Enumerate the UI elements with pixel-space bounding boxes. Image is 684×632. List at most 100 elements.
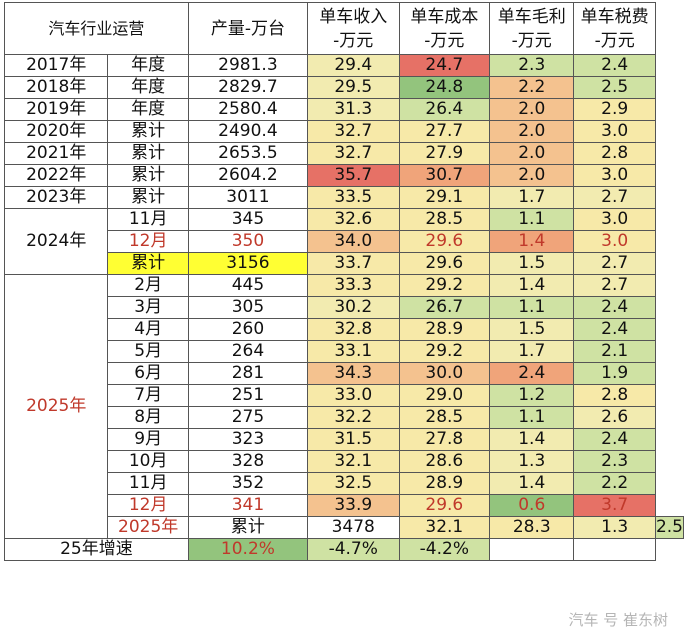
tax-cell: 2.4	[573, 54, 656, 77]
tax-cell: 3.0	[573, 208, 656, 231]
profit-cell: 2.3	[489, 54, 575, 77]
tax-cell: 2.7	[573, 252, 656, 275]
rev-cell: 30.2	[306, 296, 400, 319]
production-cell: 352	[187, 472, 308, 495]
profit-cell: 2.0	[489, 98, 575, 121]
table-row: 2019年 年度 2580.4 31.3 26.4 2.0 2.9	[3, 98, 684, 121]
profit-cell: 1.1	[489, 406, 575, 429]
tax-cell: 3.0	[573, 164, 656, 187]
period-cell: 11月	[107, 208, 189, 231]
rev-cell: 32.5	[306, 472, 400, 495]
production-cell: 328	[187, 450, 308, 473]
period-cell: 12月	[107, 230, 189, 253]
table-header-row: 汽车行业运营 产量-万台 单车收入 -万元 单车成本 -万元 单车毛利 -万元 单车税…	[4, 2, 684, 55]
table-row: 2023年 累计 3011 33.5 29.1 1.7 2.7	[3, 186, 684, 209]
profit-cell: 1.7	[489, 186, 575, 209]
period-cell: 6月	[107, 362, 189, 385]
rev-cell: 34.0	[306, 230, 400, 253]
period-cell: 年度	[107, 54, 189, 77]
tax-cell: 1.9	[573, 362, 656, 385]
rev-cell: 33.5	[306, 186, 400, 209]
rev-cell: 32.1	[398, 516, 491, 539]
tax-cell: 2.1	[573, 340, 656, 363]
profit-cell: 1.5	[489, 252, 575, 275]
period-cell: 累计	[107, 252, 189, 275]
growth-label: 25年增速	[4, 538, 189, 561]
growth-cost: -4.2%	[398, 538, 491, 561]
header-profit: 单车毛利 -万元	[489, 2, 575, 55]
period-cell: 5月	[107, 340, 189, 363]
production-cell: 2580.4	[187, 98, 308, 121]
cost-cell: 28.3	[489, 516, 575, 539]
cost-cell: 28.6	[398, 450, 491, 473]
year-cell: 2018年	[3, 76, 109, 99]
year-cell: 2017年	[3, 54, 109, 77]
rev-cell: 33.1	[306, 340, 400, 363]
period-cell: 累计	[107, 164, 189, 187]
table-row: 8月 275 32.2 28.5 1.1 2.6	[5, 406, 684, 429]
header-cost: 单车成本 -万元	[398, 2, 491, 55]
rev-cell: 32.1	[306, 450, 400, 473]
table-row: 10月 328 32.1 28.6 1.3 2.3	[5, 450, 684, 473]
production-cell: 323	[187, 428, 308, 451]
cost-cell: 28.5	[398, 208, 491, 231]
cost-cell: 29.6	[398, 494, 491, 517]
year-cell: 2022年	[3, 164, 109, 187]
profit-cell: 0.6	[489, 494, 575, 517]
production-cell: 260	[187, 318, 308, 341]
profit-cell: 2.0	[489, 120, 575, 143]
profit-cell: 1.4	[489, 274, 575, 297]
period-cell: 累计	[107, 142, 189, 165]
year-cell: 2019年	[3, 98, 109, 121]
cost-cell: 27.8	[398, 428, 491, 451]
production-cell: 350	[187, 230, 308, 253]
profit-cell: 1.5	[489, 318, 575, 341]
rev-cell: 32.7	[306, 142, 400, 165]
table-row: 2017年 年度 2981.3 29.4 24.7 2.3 2.4	[3, 54, 684, 77]
growth-row: 25年增速 10.2% -4.7% -4.2%	[4, 538, 684, 561]
year-cell: 2023年	[3, 186, 109, 209]
period-cell: 3月	[107, 296, 189, 319]
rev-cell: 33.9	[306, 494, 400, 517]
profit-cell: 1.4	[489, 428, 575, 451]
rev-cell: 32.2	[306, 406, 400, 429]
production-cell: 275	[187, 406, 308, 429]
profit-cell: 2.0	[489, 164, 575, 187]
rev-cell: 29.4	[306, 54, 400, 77]
rev-cell: 33.3	[306, 274, 400, 297]
table-row: 2020年 累计 2490.4 32.7 27.7 2.0 3.0	[3, 120, 684, 143]
rev-cell: 31.5	[306, 428, 400, 451]
period-cell: 10月	[107, 450, 189, 473]
tax-cell: 3.7	[573, 494, 656, 517]
table-row: 11月 352 32.5 28.9 1.4 2.2	[5, 472, 684, 495]
production-cell: 264	[187, 340, 308, 363]
tax-cell: 2.5	[654, 516, 684, 539]
production-cell: 2981.3	[187, 54, 308, 77]
rev-cell: 31.3	[306, 98, 400, 121]
cost-cell: 29.2	[398, 274, 491, 297]
rev-cell: 29.5	[306, 76, 400, 99]
profit-cell: 1.7	[489, 340, 575, 363]
table-row: 累计 3156 33.7 29.6 1.5 2.7	[5, 252, 684, 275]
cost-cell: 29.2	[398, 340, 491, 363]
rev-cell: 34.3	[306, 362, 400, 385]
table-row: 2022年 累计 2604.2 35.7 30.7 2.0 3.0	[3, 164, 684, 187]
tax-cell: 2.6	[573, 406, 656, 429]
production-cell: 345	[187, 208, 308, 231]
tax-cell: 2.4	[573, 428, 656, 451]
profit-cell: 1.4	[489, 472, 575, 495]
profit-cell: 2.4	[489, 362, 575, 385]
tax-cell: 2.9	[573, 98, 656, 121]
growth-profit	[489, 538, 575, 561]
production-cell: 2653.5	[187, 142, 308, 165]
header-tax: 单车税费 -万元	[573, 2, 656, 55]
table-row: 2025年 2月 445 33.3 29.2 1.4 2.7	[3, 274, 684, 539]
production-cell: 2829.7	[187, 76, 308, 99]
production-cell: 251	[187, 384, 308, 407]
production-cell: 3011	[187, 186, 308, 209]
table-row: 2024年 11月 345 32.6 28.5 1.1 3.0	[3, 208, 684, 275]
profit-cell: 1.1	[489, 208, 575, 231]
cost-cell: 29.6	[398, 230, 491, 253]
profit-cell: 2.2	[489, 76, 575, 99]
tax-cell: 3.0	[573, 120, 656, 143]
